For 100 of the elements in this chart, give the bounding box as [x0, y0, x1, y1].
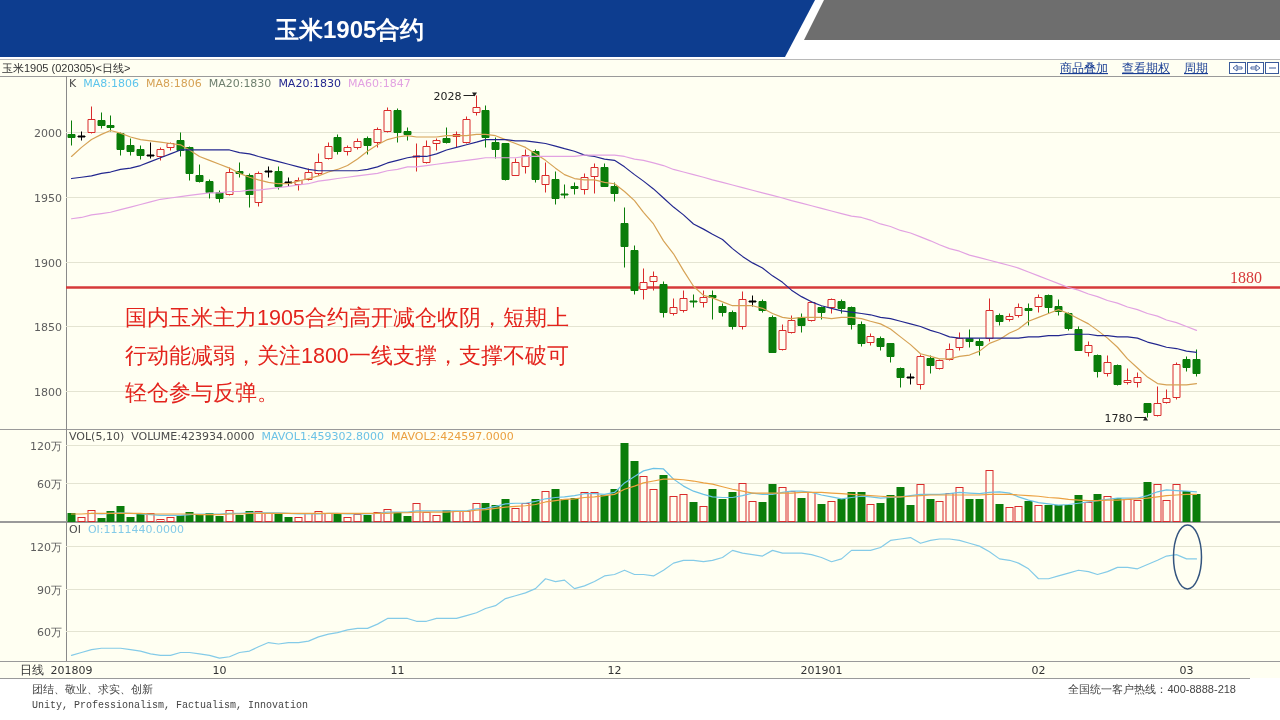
- candlestick: [264, 166, 273, 178]
- legend-label: MA20:1830: [208, 77, 272, 90]
- candlestick: [768, 315, 777, 353]
- candlestick: [146, 142, 155, 159]
- bar: [1034, 505, 1043, 522]
- y-tick-label: 120万: [30, 439, 62, 453]
- bar: [1093, 494, 1102, 522]
- bar: [1084, 502, 1093, 522]
- candlestick: [333, 134, 342, 155]
- candlestick: [926, 355, 935, 374]
- candlestick: [955, 332, 964, 351]
- candlestick: [472, 95, 481, 116]
- candlestick: [1093, 354, 1102, 378]
- text: 查看期权: [1122, 62, 1170, 74]
- y-tick-label: 2000: [34, 126, 62, 140]
- candlestick: [1024, 303, 1033, 326]
- chart-title: OI: [69, 523, 81, 536]
- candlestick: [363, 136, 372, 155]
- candlestick: [1034, 294, 1043, 313]
- candlestick: [1074, 326, 1083, 351]
- bar: [225, 510, 234, 522]
- bar: [689, 502, 698, 522]
- candlestick: [324, 142, 333, 160]
- bar: [541, 491, 550, 522]
- candlestick: [659, 281, 668, 318]
- text: MA8:1806: [145, 77, 202, 90]
- x-tick-label: 03: [1179, 664, 1194, 677]
- candlestick: [432, 138, 441, 151]
- candlestick: [225, 167, 234, 196]
- chart-subtitle: 玉米1905 (020305)<日线>: [2, 62, 131, 74]
- bar: [866, 504, 875, 522]
- candlestick: [1143, 403, 1152, 418]
- candlestick: [1014, 303, 1023, 318]
- x-tick-label: 11: [390, 664, 405, 677]
- y-tick-label: 60万: [37, 625, 62, 639]
- candlestick: [590, 163, 599, 194]
- text: 全国统一客户热线：400-8888-218: [1068, 683, 1236, 695]
- candlestick: [541, 162, 550, 193]
- candlestick: [689, 294, 698, 308]
- candlestick: [570, 182, 579, 195]
- candlestick: [906, 373, 915, 385]
- candlestick: [442, 127, 451, 144]
- text: MAVOL1:459302.8000: [261, 430, 385, 443]
- bar: [1143, 482, 1152, 522]
- bar: [807, 492, 816, 522]
- bar: [699, 506, 708, 522]
- candlestick: [274, 166, 283, 190]
- candlestick: [995, 313, 1004, 326]
- candlestick: [649, 271, 658, 291]
- bar: [985, 470, 994, 522]
- candlestick: [1113, 364, 1122, 386]
- bar: [827, 501, 836, 522]
- line-series: [70, 537, 1198, 659]
- annotation: 国内玉米主力1905合约高开减仓收阴，短期上行动能减弱，关注1800一线支撑，支撑不破可轻仓参与反弹。: [125, 306, 569, 405]
- text: 团结、敬业、求实、创新: [32, 683, 153, 695]
- candlestick: [916, 354, 925, 390]
- annotation: K: [69, 77, 77, 90]
- x-tick-label: 201809: [50, 664, 93, 677]
- line-series: [70, 478, 1198, 516]
- line-series: [70, 154, 1198, 331]
- y-tick-label: 90万: [37, 583, 62, 597]
- x-tick-label: 201901: [800, 664, 843, 677]
- candlestick: [1153, 386, 1162, 417]
- candlestick: [481, 105, 490, 148]
- chart-title: 玉米1905合约: [274, 16, 425, 43]
- y-tick-label: 120万: [30, 540, 62, 554]
- text: Unity, Professionalism, Factualism, Innovation: [32, 700, 309, 711]
- bar: [1113, 498, 1122, 522]
- candlestick: [531, 149, 540, 183]
- x-tick-label: 12: [607, 664, 622, 677]
- text: 周期: [1184, 62, 1208, 74]
- candlestick: [630, 245, 639, 295]
- bar: [1103, 496, 1112, 522]
- y-tick-label: 1900: [34, 256, 62, 270]
- bar: [1024, 501, 1033, 522]
- candlestick: [77, 131, 86, 141]
- candlestick: [817, 306, 826, 320]
- x-tick-label: 02: [1031, 664, 1046, 677]
- y-tick-label: 1850: [34, 320, 62, 334]
- candlestick: [896, 367, 905, 388]
- candlestick: [254, 171, 263, 207]
- bar: [817, 504, 826, 522]
- annotation: 2028: [433, 89, 462, 103]
- bar: [363, 515, 372, 522]
- candlestick: [67, 120, 76, 146]
- candlestick: [215, 190, 224, 203]
- candlestick: [1005, 313, 1014, 322]
- bar: [659, 475, 668, 522]
- annotation: VOLUME:423934.0000: [131, 430, 255, 443]
- bar: [916, 484, 925, 522]
- candlestick: [620, 207, 629, 268]
- candlestick: [1172, 362, 1181, 400]
- chart-title: VOL(5,10): [69, 430, 125, 443]
- candlestick: [166, 142, 175, 151]
- x-axis-title: 日线: [20, 663, 44, 677]
- candlestick: [935, 359, 944, 370]
- bar: [333, 514, 342, 522]
- y-tick-label: 60万: [37, 477, 62, 491]
- bar: [797, 498, 806, 522]
- annotation: 1780: [1104, 411, 1133, 425]
